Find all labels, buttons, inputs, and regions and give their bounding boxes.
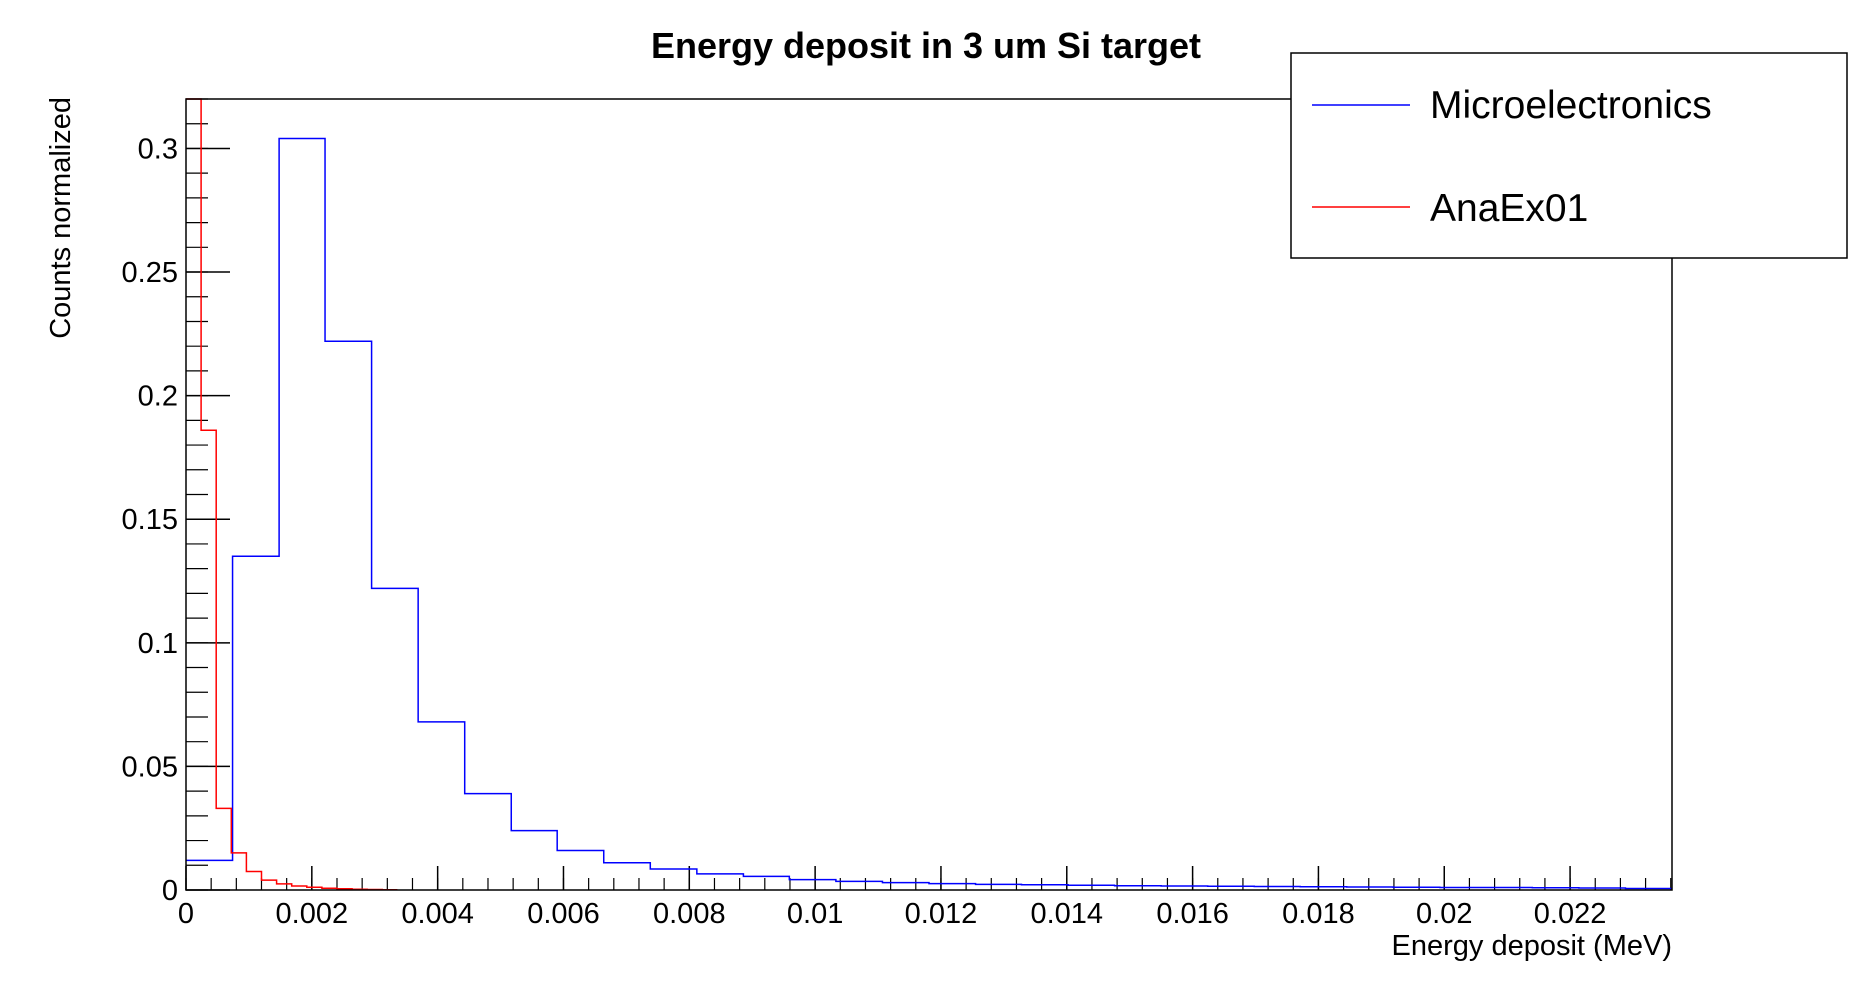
x-axis-label: Energy deposit (MeV) <box>1392 930 1672 962</box>
x-tick-label: 0.002 <box>276 898 349 930</box>
plot-frame <box>185 98 1673 891</box>
x-tick-label: 0.006 <box>527 898 600 930</box>
legend-label-microelectronics: Microelectronics <box>1430 84 1712 127</box>
histogram-line-microelectronics <box>186 137 1672 890</box>
y-tick-label: 0.1 <box>138 628 178 660</box>
y-axis-label: Counts normalized <box>45 97 77 339</box>
x-tick-label: 0.012 <box>905 898 978 930</box>
y-tick-label: 0.2 <box>138 381 178 413</box>
x-tick-label: 0.01 <box>787 898 843 930</box>
x-tick-label: 0.008 <box>653 898 726 930</box>
y-tick-label: 0.15 <box>122 504 178 536</box>
x-tick-label: 0.016 <box>1156 898 1229 930</box>
x-tick-label: 0.022 <box>1534 898 1607 930</box>
axis-ticks: 0 0.002 0.004 0.006 0.008 0.01 0.012 0.014 0.016… <box>122 98 1672 930</box>
x-tick-label: 0.018 <box>1282 898 1355 930</box>
y-tick-label: 0 <box>162 875 178 907</box>
x-tick-label: 0.02 <box>1416 898 1472 930</box>
legend-box <box>1290 52 1848 259</box>
chart-title: Energy deposit in 3 um Si target <box>651 25 1201 66</box>
legend: Microelectronics AnaEx01 <box>1290 52 1848 259</box>
x-tick-label: 0.014 <box>1030 898 1103 930</box>
y-tick-label: 0.05 <box>122 751 178 783</box>
x-tick-label: 0 <box>178 898 194 930</box>
x-tick-label: 0.004 <box>401 898 474 930</box>
legend-label-anaex01: AnaEx01 <box>1430 187 1588 230</box>
y-tick-label: 0.25 <box>122 257 178 289</box>
y-tick-label: 0.3 <box>138 133 178 165</box>
